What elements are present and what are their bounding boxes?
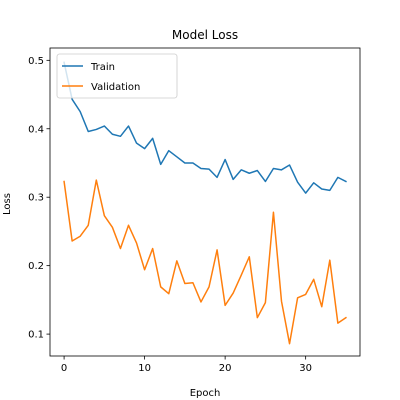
plot-area: 0 10 20 30 0.1 0.2 0.3 0.4 0.5 Train Validation [28, 48, 360, 374]
x-tick-label: 0 [61, 363, 67, 374]
y-tick-label: 0.1 [28, 330, 44, 341]
x-axis-label: Epoch [190, 388, 221, 399]
legend-label-train: Train [90, 62, 115, 73]
x-tick-label: 30 [299, 363, 312, 374]
x-tick-label: 20 [219, 363, 232, 374]
chart-title: Model Loss [172, 28, 238, 42]
y-tick-label: 0.3 [28, 193, 44, 204]
y-tick-label: 0.4 [28, 124, 44, 135]
y-axis-label: Loss [2, 193, 13, 215]
y-tick-label: 0.2 [28, 261, 44, 272]
y-tick-label: 0.5 [28, 56, 44, 67]
legend-label-validation: Validation [91, 82, 140, 93]
x-tick-label: 10 [138, 363, 151, 374]
series-line-validation [64, 180, 346, 344]
